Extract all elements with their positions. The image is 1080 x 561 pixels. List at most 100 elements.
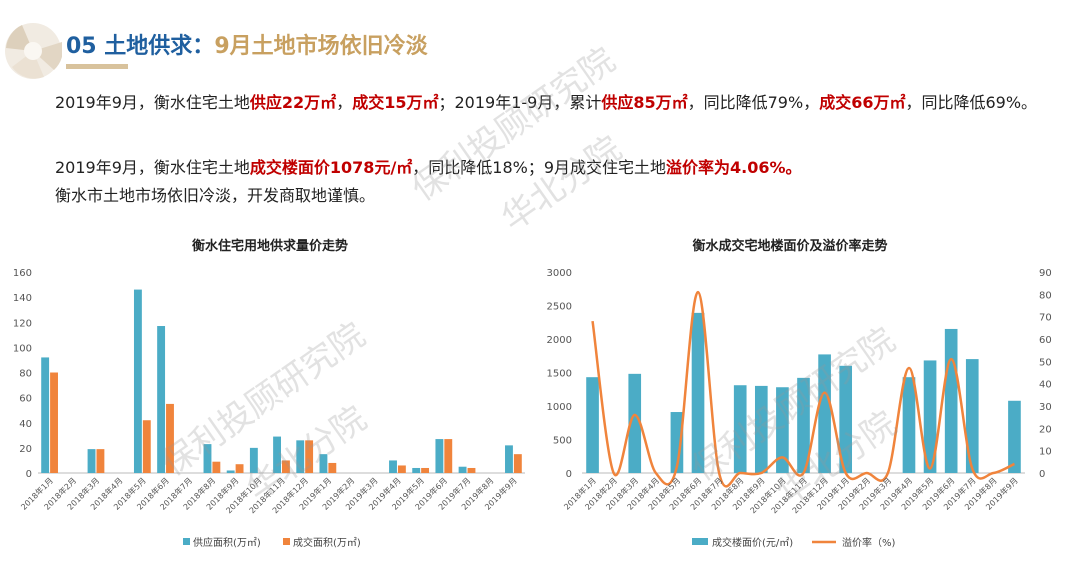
deal-bar	[397, 465, 406, 473]
body-text: ，同比降低18%；9月成交住宅土地	[412, 158, 667, 177]
page-title: 05 土地供求：9月土地市场依旧冷淡	[66, 28, 428, 60]
price-bar	[818, 354, 831, 473]
y-tick-label: 0	[26, 469, 32, 480]
deal-bar	[142, 420, 151, 473]
legend-swatch	[692, 538, 708, 545]
legend-label: 供应面积(万㎡)	[193, 536, 261, 549]
legend-swatch	[183, 538, 190, 545]
body-text: ，	[336, 93, 353, 112]
supply-bar	[41, 357, 50, 473]
highlight-text: 溢价率为4.06%。	[666, 158, 802, 177]
supply-demand-chart: 衡水住宅用地供求量价走势0204060801001201401602018年1月…	[13, 238, 525, 549]
y-tick-label: 160	[13, 268, 32, 279]
y-right-tick-label: 30	[1039, 402, 1052, 413]
price-bar	[670, 412, 684, 473]
body-text: 2019年9月，衡水住宅土地	[55, 93, 250, 112]
legend-label: 溢价率（%)	[842, 536, 896, 549]
paragraph-supply: 2019年9月，衡水住宅土地供应22万㎡，成交15万㎡；2019年1-9月，累计…	[0, 90, 1072, 116]
deal-bar	[305, 440, 314, 473]
body-text: ，同比降低79%，	[687, 93, 820, 112]
y-right-tick-label: 10	[1039, 447, 1052, 458]
y-tick-label: 20	[19, 444, 32, 455]
supply-bar	[435, 439, 444, 473]
y-tick-label: 40	[19, 419, 32, 430]
supply-bar	[133, 289, 142, 473]
watermark-top-2: 华北分院	[494, 128, 629, 240]
y-left-tick-label: 0	[566, 469, 572, 480]
deal-bar	[421, 467, 430, 473]
logo-image	[5, 23, 62, 79]
price-bar	[797, 377, 810, 473]
y-tick-label: 100	[13, 343, 32, 354]
price-bar	[754, 385, 768, 473]
price-bar	[965, 359, 979, 473]
deal-bar	[50, 372, 58, 473]
body-text: 衡水市土地市场依旧冷淡，开发商取地谨慎。	[55, 186, 376, 205]
price-bar	[628, 373, 642, 473]
y-right-tick-label: 80	[1039, 290, 1052, 301]
price-bar	[691, 312, 705, 473]
supply-bar	[412, 467, 421, 473]
price-bar	[923, 360, 937, 473]
y-left-tick-label: 2500	[547, 302, 572, 313]
y-right-tick-label: 60	[1039, 335, 1052, 346]
price-bar	[839, 365, 853, 473]
y-tick-label: 60	[19, 394, 32, 405]
premium-rate-line	[591, 290, 1015, 488]
body-text: ；2019年1-9月，累计	[438, 93, 602, 112]
y-left-tick-label: 1500	[547, 369, 572, 380]
price-premium-chart: 衡水成交宅地楼面价及溢价率走势 0 500 1000 1500 2000 2500 3000 0…	[547, 238, 1052, 549]
y-right-tick-label: 70	[1039, 313, 1052, 324]
highlight-text: 成交楼面价1078元/㎡	[249, 158, 413, 177]
supply-bar	[458, 466, 467, 473]
supply-bar	[157, 326, 166, 473]
paragraph-price: 2019年9月，衡水住宅土地成交楼面价1078元/㎡，同比降低18%；9月成交住…	[0, 155, 1072, 181]
supply-bar	[389, 460, 397, 473]
y-left-tick-label: 500	[553, 436, 572, 447]
y-right-tick-label: 50	[1039, 357, 1052, 368]
supply-bar	[273, 436, 281, 473]
y-right-tick-label: 0	[1039, 469, 1045, 480]
y-tick-label: 80	[19, 369, 32, 380]
y-tick-label: 120	[13, 318, 32, 329]
highlight-text: 成交66万㎡	[819, 93, 906, 112]
section-subtitle: 9月土地市场依旧冷淡	[214, 34, 428, 59]
deal-bar	[467, 467, 476, 473]
deal-bar	[166, 403, 174, 473]
legend-label: 成交楼面价(元/㎡)	[712, 536, 793, 549]
paragraph-summary: 衡水市土地市场依旧冷淡，开发商取地谨慎。	[0, 183, 1072, 209]
deal-bar	[212, 461, 221, 473]
body-text: 2019年9月，衡水住宅土地	[55, 158, 250, 177]
y-left-tick-label: 3000	[547, 268, 572, 279]
supply-bar	[203, 444, 212, 473]
y-right-tick-label: 90	[1039, 268, 1052, 279]
price-bar	[1008, 400, 1021, 473]
y-right-tick-label: 20	[1039, 424, 1052, 435]
y-left-tick-label: 1000	[547, 402, 572, 413]
supply-bar	[226, 470, 235, 473]
price-bar	[733, 385, 747, 473]
deal-bar	[235, 464, 244, 473]
highlight-text: 供应85万㎡	[601, 93, 688, 112]
highlight-text: 成交15万㎡	[352, 93, 439, 112]
supply-bar	[87, 449, 96, 473]
highlight-text: 供应22万㎡	[249, 93, 337, 112]
legend-swatch	[283, 538, 290, 545]
section-number: 05	[66, 34, 97, 59]
legend-label: 成交面积(万㎡)	[293, 536, 361, 549]
supply-bar	[319, 454, 328, 473]
price-bar	[776, 387, 789, 473]
deal-bar	[96, 449, 105, 473]
y-tick-label: 140	[13, 293, 32, 304]
deal-bar	[328, 462, 337, 473]
price-bar	[902, 377, 916, 473]
supply-bar	[505, 445, 513, 473]
deal-bar	[282, 460, 290, 473]
y-left-tick-label: 2000	[547, 335, 572, 346]
chart-title: 衡水住宅用地供求量价走势	[192, 238, 348, 254]
supply-bar	[296, 440, 305, 473]
body-text: ，同比降低69%。	[905, 93, 1038, 112]
y-right-tick-label: 40	[1039, 380, 1052, 391]
supply-bar	[249, 447, 258, 473]
deal-bar	[513, 454, 522, 473]
